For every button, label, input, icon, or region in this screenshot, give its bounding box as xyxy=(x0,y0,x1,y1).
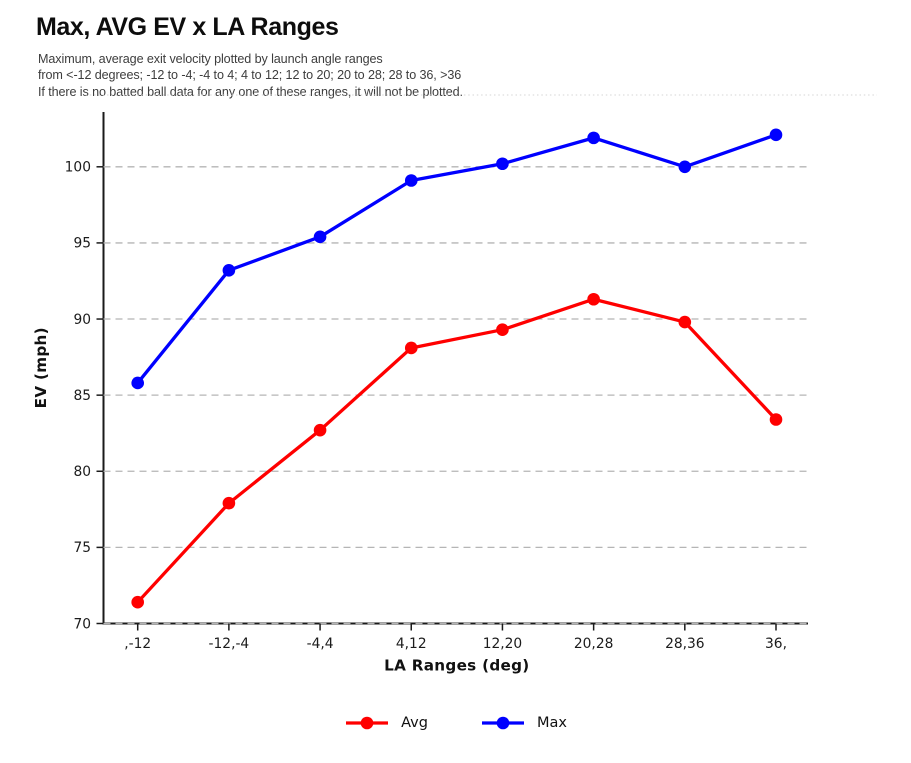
avg-data-point xyxy=(496,323,509,336)
line-chart-plot-area: 70 75 80 85 90 95 100 ,-12 -12,-4 -4,4 4,12 12,20 20… xyxy=(32,94,877,675)
max-data-point xyxy=(496,157,509,171)
y-tick-group: 70 75 80 85 90 95 100 xyxy=(65,160,104,632)
max-legend-marker-icon xyxy=(481,716,524,730)
x-tick-label: ,-12 xyxy=(124,636,151,652)
y-tick-label: 95 xyxy=(73,236,91,252)
avg-data-point xyxy=(404,341,418,355)
x-tick-label: 36, xyxy=(765,636,787,652)
avg-legend-marker-icon xyxy=(346,716,389,730)
max-line xyxy=(136,133,778,385)
max-data-point xyxy=(587,131,600,145)
y-tick-label: 80 xyxy=(73,464,91,480)
legend-item-max: Max xyxy=(480,714,567,732)
x-tick-label: 4,12 xyxy=(396,636,427,652)
x-tick-label: -4,4 xyxy=(307,636,334,652)
x-tick-label: 20,28 xyxy=(574,636,614,652)
y-tick-label: 100 xyxy=(65,160,91,176)
subtitle-line: Maximum, average exit velocity plotted b… xyxy=(38,52,383,66)
avg-data-point xyxy=(131,595,144,609)
legend-item-label: Max xyxy=(536,715,567,731)
subtitle-line: from <-12 degrees; -12 to -4; -4 to 4; 4… xyxy=(38,68,462,83)
gridlines xyxy=(103,166,808,625)
x-tick-label: 28,36 xyxy=(665,636,705,652)
avg-data-point xyxy=(769,413,783,426)
max-data-point xyxy=(222,264,236,277)
avg-data-point xyxy=(222,496,236,510)
max-data-point xyxy=(313,230,327,244)
x-axis-title: LA Ranges (deg) xyxy=(384,657,529,675)
y-axis-title: EV (mph) xyxy=(32,327,50,408)
y-tick-label: 75 xyxy=(73,540,91,556)
avg-series xyxy=(131,292,783,609)
avg-line xyxy=(136,297,778,604)
max-series xyxy=(131,128,783,390)
max-data-point xyxy=(769,128,783,142)
legend-item-label: Avg xyxy=(401,715,428,731)
max-data-point xyxy=(404,174,418,187)
y-tick-label: 85 xyxy=(73,388,91,404)
chart-legend: Avg Max xyxy=(0,707,911,739)
chart-title: Max, AVG EV x LA Ranges xyxy=(36,13,339,41)
y-tick-label: 70 xyxy=(73,616,91,632)
chart-subtitle: Maximum, average exit velocity plotted b… xyxy=(38,51,463,100)
y-tick-label: 90 xyxy=(73,312,91,328)
x-tick-label: -12,-4 xyxy=(209,636,250,652)
x-tick-label: 12,20 xyxy=(483,636,523,652)
legend-item-avg: Avg xyxy=(344,714,428,732)
max-data-point xyxy=(678,160,692,174)
max-data-point xyxy=(131,376,144,390)
avg-data-point xyxy=(678,315,692,329)
x-tick-group: ,-12 -12,-4 -4,4 4,12 12,20 20,28 28,36 36, xyxy=(124,623,787,652)
avg-data-point xyxy=(587,292,600,306)
avg-data-point xyxy=(313,423,327,437)
